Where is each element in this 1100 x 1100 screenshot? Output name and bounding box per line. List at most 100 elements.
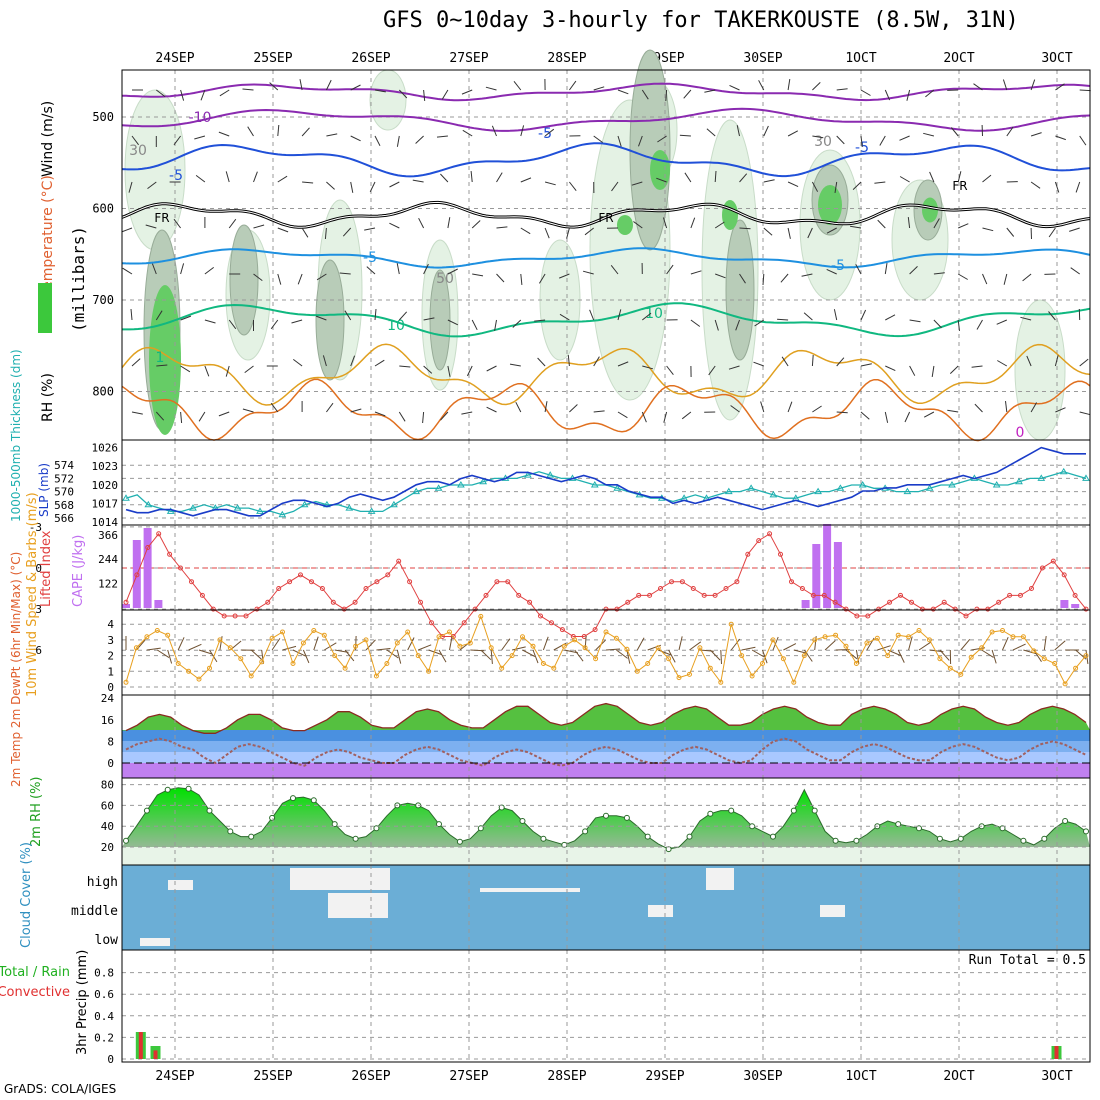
contour-label: 1 (156, 350, 165, 366)
wind-barb (225, 365, 230, 377)
temp-tick: 16 (101, 714, 114, 727)
wind-barb (641, 89, 649, 100)
wind-barb (1055, 83, 1065, 91)
wind-barb (486, 406, 497, 413)
wind-speed-marker (666, 656, 672, 662)
slp-tick: 1026 (92, 442, 119, 455)
lifted-index-marker (930, 606, 936, 612)
lifted-index-marker (843, 606, 849, 612)
wind-barb (301, 227, 309, 238)
wind-barb (736, 125, 740, 137)
thickness-tick: 568 (54, 499, 74, 512)
wind-barb (225, 171, 230, 183)
lifted-index-marker (745, 551, 751, 557)
wind-barb-10m (167, 649, 173, 664)
wind-speed-marker (1062, 681, 1068, 687)
wind-barb-10m (250, 649, 262, 660)
wind-speed-marker (280, 629, 285, 635)
wind-barb (485, 86, 497, 91)
contour-label: 50 (436, 271, 454, 287)
wind-speed-marker (728, 621, 734, 627)
wind-speed-marker (885, 653, 891, 659)
thickness-marker (546, 471, 555, 478)
rh-contour-green (149, 285, 181, 435)
wind-speed-marker (603, 629, 609, 635)
wind-barb (879, 135, 886, 146)
wind-barb (534, 319, 546, 322)
pressure-tick: 600 (92, 202, 114, 216)
wind-barb-10m (302, 649, 310, 664)
precip-frame (121, 949, 1091, 1063)
precip-tick: 0.2 (94, 1031, 114, 1044)
wind-tick: 3 (107, 634, 114, 647)
slp-tick: 1023 (92, 460, 119, 473)
wind-barb-10m (709, 649, 721, 661)
lifted-index-marker (1029, 586, 1034, 591)
wind-barb (899, 135, 910, 141)
wind-speed-marker (1052, 661, 1058, 666)
wind-barb (515, 401, 522, 413)
wind-speed-marker (853, 661, 859, 666)
cloud-block (648, 905, 673, 917)
wind-barb (787, 401, 793, 413)
lifted-index-marker (789, 579, 794, 585)
wind-barb (642, 365, 654, 370)
wind-barb-10m (616, 649, 628, 659)
cape-tick: 244 (98, 553, 118, 566)
wind-speed-marker (979, 645, 985, 651)
lifted-index-marker (996, 599, 1002, 605)
wind-speed-marker (415, 653, 421, 659)
wind-barb (472, 273, 484, 277)
wind-barb (270, 402, 279, 413)
lifted-index-marker (625, 599, 631, 605)
wind-barb-10m (605, 648, 621, 651)
thickness-marker (925, 484, 934, 491)
wind-speed-marker (405, 629, 411, 635)
wind-barb (860, 363, 872, 367)
wind-barb (666, 365, 674, 376)
wind-barb (242, 88, 254, 91)
rh-contour-green (650, 150, 670, 190)
temp-axis-label: 2m Temp 2m DewPt (6hr Min/Max) (°C) (9, 552, 23, 787)
date-label-top: 28SEP (547, 51, 586, 66)
precip-tick: 0.6 (94, 988, 114, 1001)
upper-air-ylabels: Temperature (°C) RH (%) Wind (m/s) (40, 101, 56, 422)
wind-barb-10m (188, 643, 202, 651)
wind-barb (277, 175, 288, 183)
wind-barb (714, 221, 725, 229)
rh-ylabel-group: 2m RH (%) (29, 776, 44, 847)
wind-barb (396, 135, 400, 147)
wind-barb (1079, 135, 1087, 146)
wind-barb-10m (501, 638, 511, 651)
precip-legend-convective: Convective (0, 985, 70, 1000)
lifted-index-marker (559, 627, 565, 633)
isotherm-minus10 (121, 107, 1091, 132)
lifted-index-marker (701, 592, 707, 598)
wind-barb (180, 263, 185, 275)
temp-tick: 0 (107, 757, 114, 770)
thickness-marker (390, 500, 398, 508)
wind-barb (122, 267, 133, 275)
wind-barb (496, 273, 505, 283)
wind-barb (683, 89, 692, 99)
wind-speed-marker (488, 645, 494, 651)
wind-barb-10m (574, 649, 584, 662)
thickness-marker (948, 481, 956, 488)
precip-tick: 0.8 (94, 967, 114, 980)
rh-marker (123, 837, 129, 844)
precip-convective-bar (1054, 1046, 1059, 1059)
wind-barb (1055, 135, 1066, 141)
rh-tick: 40 (101, 820, 114, 833)
wind-barb (617, 411, 628, 419)
date-label-top: 3OCT (1041, 51, 1072, 66)
wind-tick: 2 (107, 650, 114, 663)
wind-barb (860, 135, 863, 147)
wind-speed-marker (186, 668, 192, 674)
lifted-index-marker (1007, 592, 1013, 598)
wind-barb-10m (282, 645, 297, 651)
wind-speed-marker (426, 668, 432, 674)
wind-barb (415, 135, 424, 144)
rh-marker (164, 786, 171, 793)
wind-barb (617, 309, 622, 321)
wind-barb (412, 179, 424, 183)
